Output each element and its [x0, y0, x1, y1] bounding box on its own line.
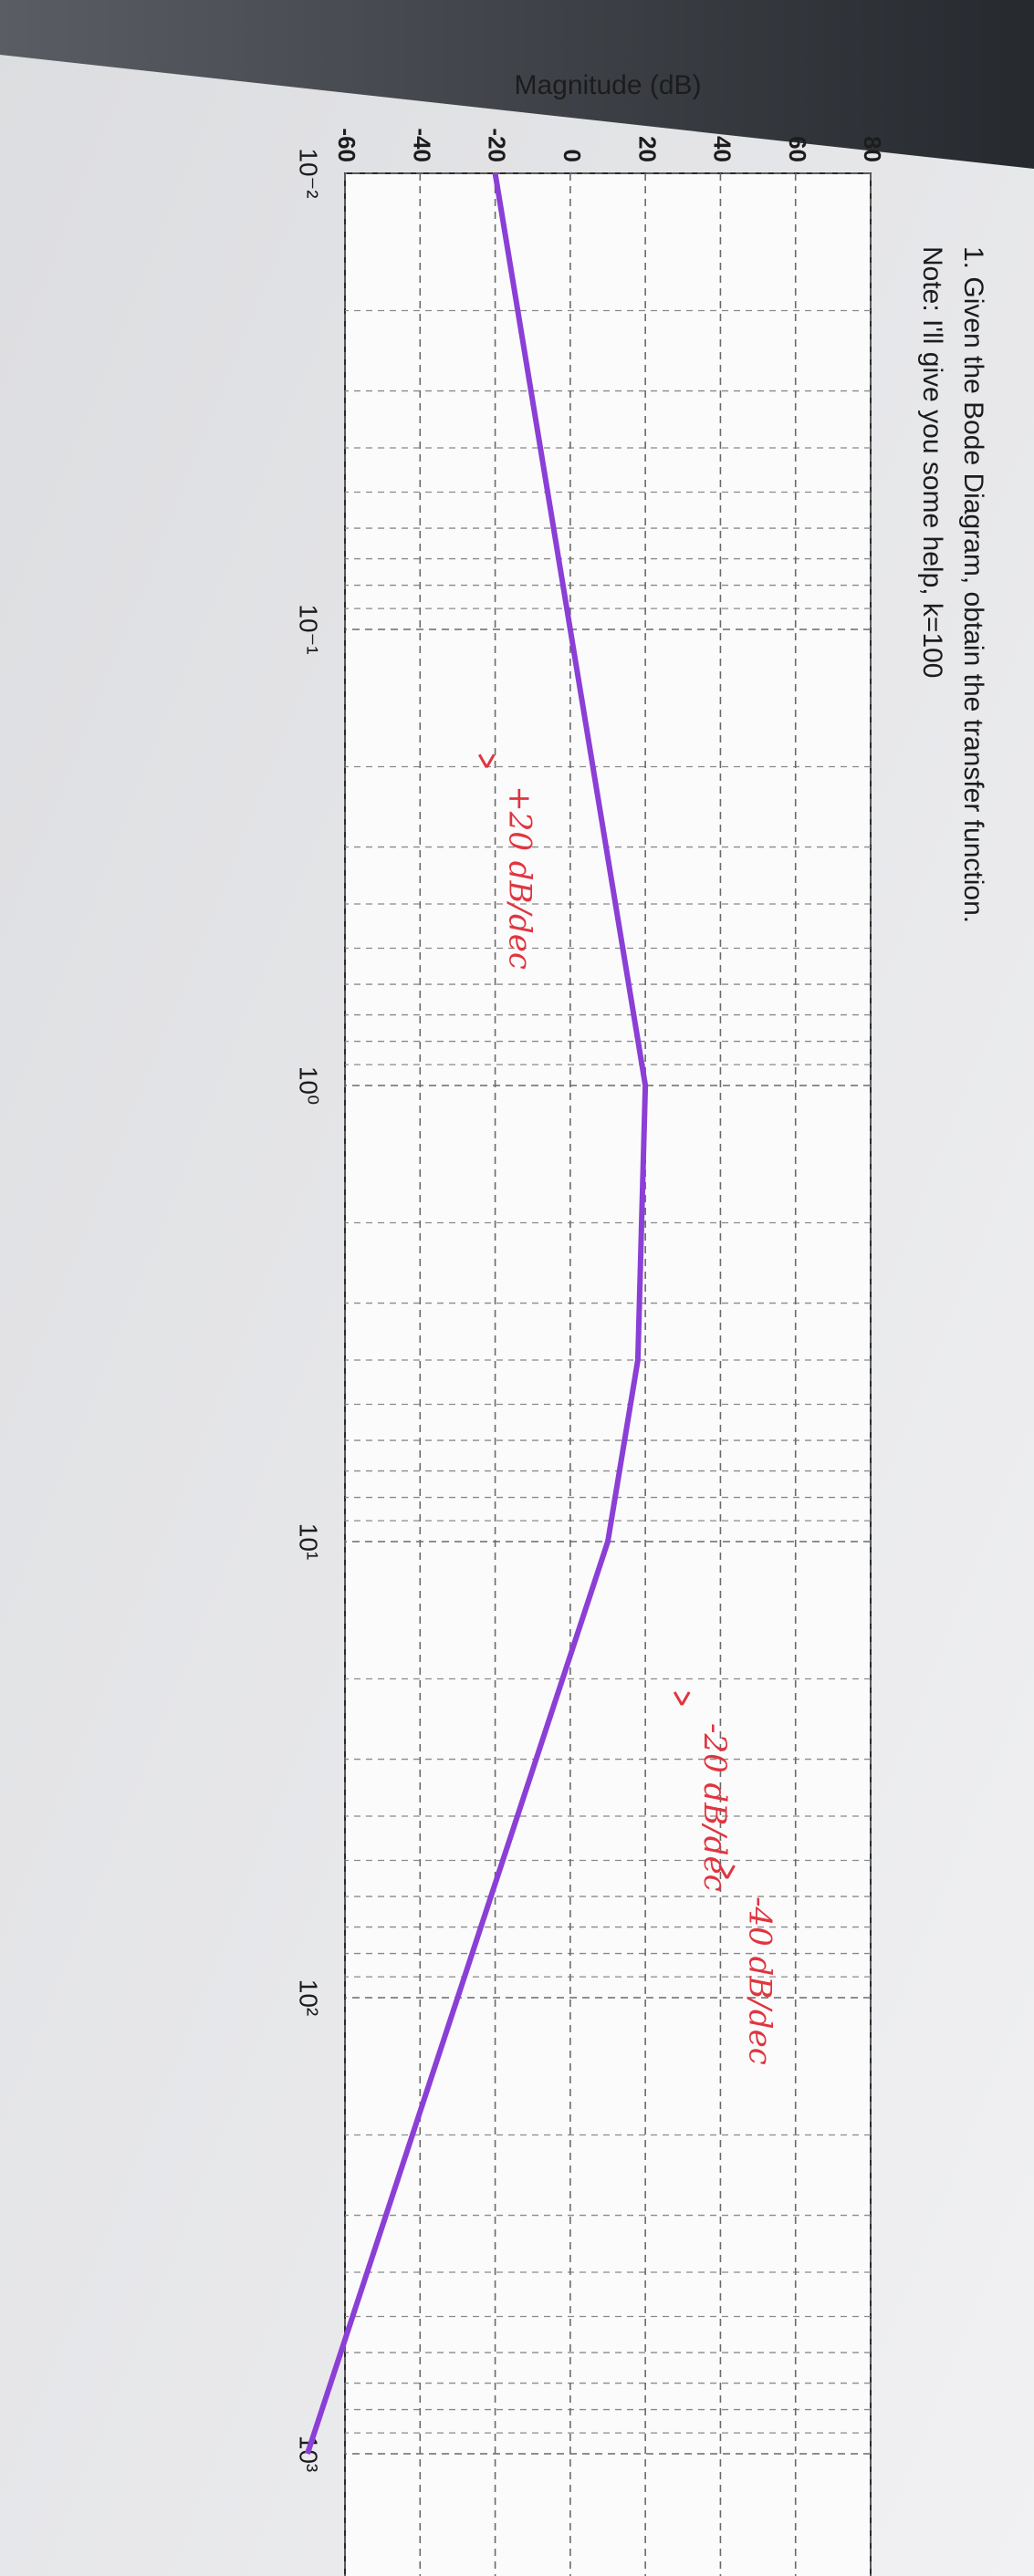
y-tick-label: -40: [408, 128, 435, 162]
y-tick-label: 20: [633, 136, 661, 162]
x-tick-label: 10¹: [295, 1523, 323, 1560]
annotation: -40 dB/dec: [742, 1896, 778, 2065]
y-tick-label: 40: [709, 136, 736, 162]
annotation-arrow: [673, 1691, 691, 1706]
chart-title: 1. Given the Bode Diagram, obtain the tr…: [958, 246, 988, 923]
x-tick-label: 10²: [295, 1979, 323, 2016]
x-tick-label: 10⁰: [295, 1066, 323, 1105]
y-tick-label: 80: [859, 136, 886, 162]
annotation-arrow: [718, 1864, 736, 1879]
y-tick-label: 60: [784, 136, 811, 162]
annotation: +20 dB/dec: [501, 785, 538, 970]
y-tick-label: -20: [484, 128, 511, 162]
chart-subtitle: Note: I'll give you some help, k=100: [917, 246, 947, 679]
y-tick-label: -60: [333, 128, 360, 162]
y-tick-label: 0: [559, 150, 586, 162]
annotation-arrow: [477, 753, 496, 768]
x-tick-label: 10⁻²: [295, 148, 323, 198]
y-axis-label: Magnitude (dB): [514, 70, 701, 100]
monitor-bezel: [0, 0, 1034, 169]
x-tick-label: 10⁻¹: [295, 604, 323, 654]
annotation: -20 dB/dec: [696, 1723, 733, 1892]
magnitude-line: [305, 172, 649, 2455]
rotated-chart: 1. Given the Bode Diagram, obtain the tr…: [295, 70, 988, 2576]
